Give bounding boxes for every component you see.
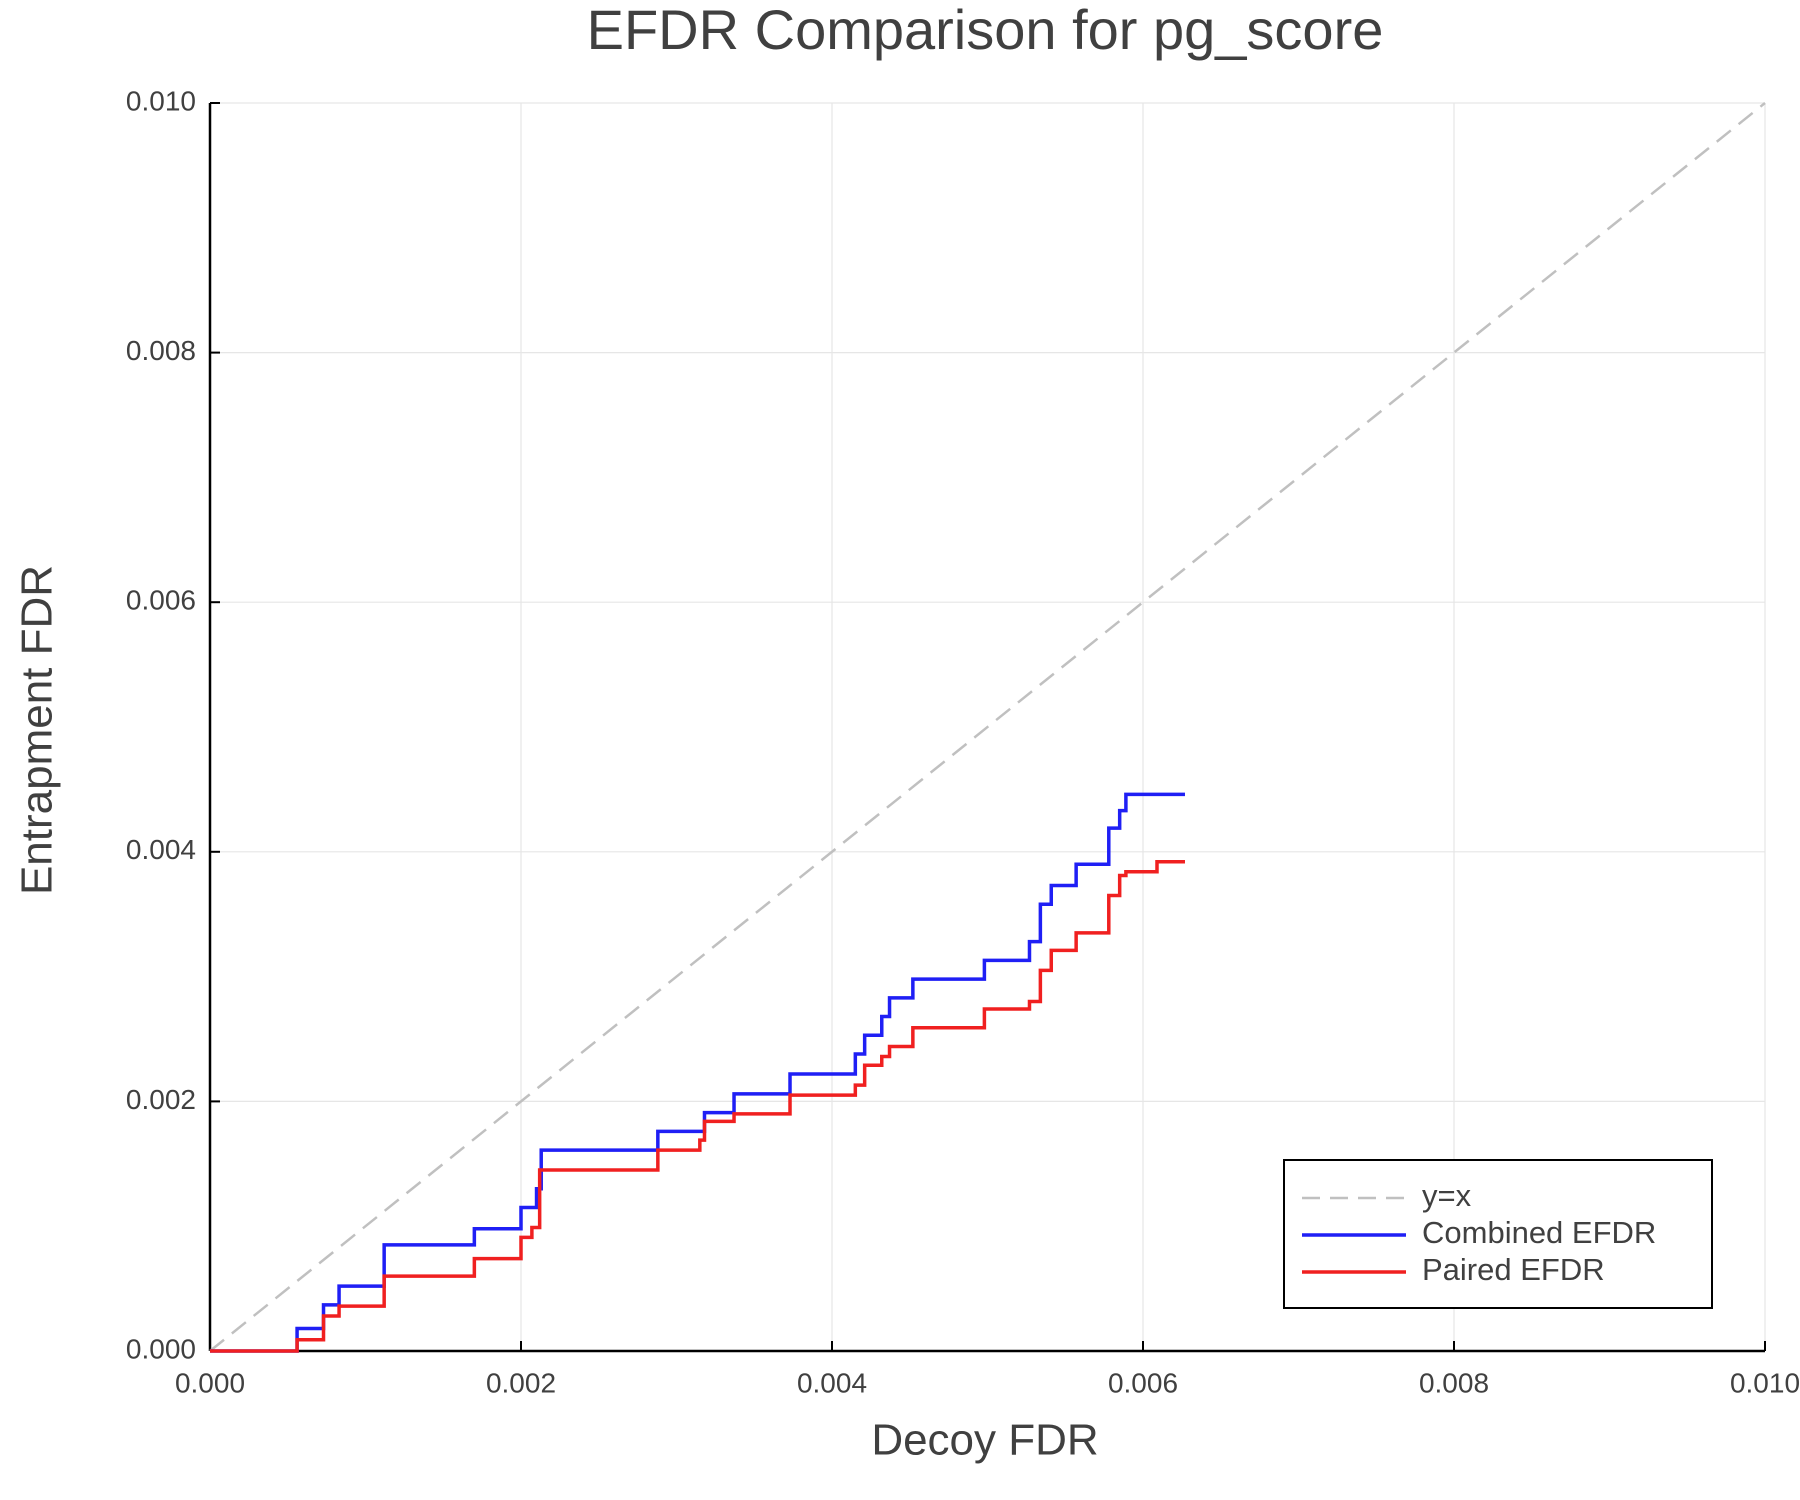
x-tick-label: 0.004 [797, 1367, 867, 1398]
x-tick-label: 0.006 [1108, 1367, 1178, 1398]
x-tick-label: 0.010 [1730, 1367, 1800, 1398]
x-tick-label: 0.002 [486, 1367, 556, 1398]
line [210, 860, 1185, 1353]
chart-title: EFDR Comparison for pg_score [587, 0, 1384, 61]
y-tick-label: 0.006 [126, 585, 196, 616]
x-axis-label: Decoy FDR [871, 1416, 1098, 1465]
legend-label: Paired EFDR [1422, 1252, 1605, 1287]
y-tick-label: 0.000 [126, 1333, 196, 1364]
legend-label: Combined EFDR [1422, 1215, 1656, 1250]
y-tick-label: 0.004 [126, 834, 196, 865]
y-tick-label: 0.010 [126, 85, 196, 116]
x-tick-label: 0.000 [175, 1367, 245, 1398]
y-tick-label: 0.008 [126, 335, 196, 366]
y-axis-label: Entrapment FDR [13, 565, 62, 895]
y-tick-label: 0.002 [126, 1084, 196, 1115]
line [209, 102, 1766, 1352]
legend-label: y=x [1422, 1178, 1472, 1213]
x-tick-label: 0.008 [1419, 1367, 1489, 1398]
line [210, 792, 1185, 1353]
